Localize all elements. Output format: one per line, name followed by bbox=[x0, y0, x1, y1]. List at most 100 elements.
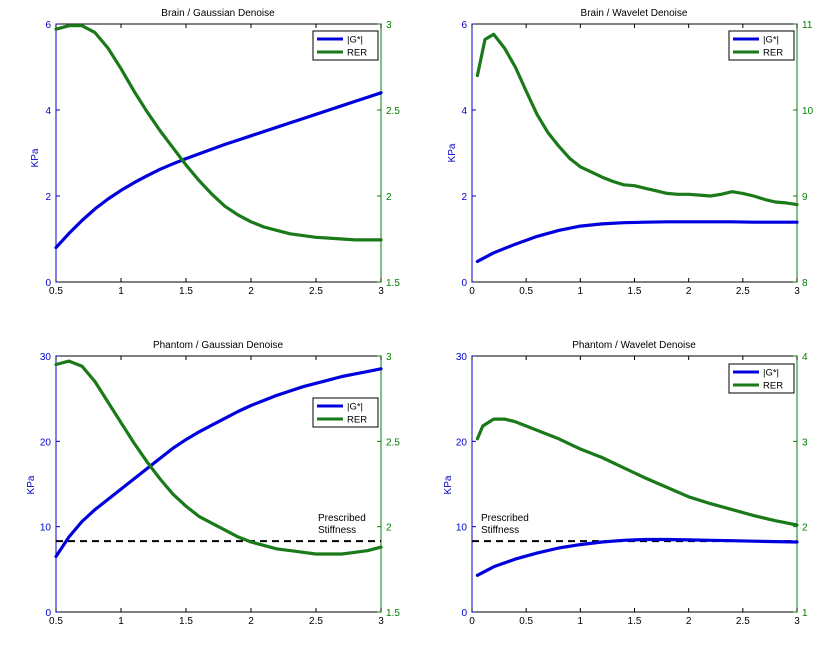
left-tick-label: 10 bbox=[456, 523, 468, 534]
legend-label-gstar: |G*| bbox=[347, 402, 363, 413]
left-tick-label: 2 bbox=[461, 192, 467, 203]
reference-label-line2: Stiffness bbox=[481, 525, 519, 536]
x-tick-label: 1.5 bbox=[179, 616, 193, 627]
right-tick-label: 3 bbox=[386, 352, 392, 363]
panel-brain-wavelet: Brain / Wavelet Denoise KPa 0 0.5 1 1.5 2 2.5… bbox=[447, 8, 814, 297]
x-tick-label: 1 bbox=[118, 616, 124, 627]
x-tick-label: 0 bbox=[469, 616, 475, 627]
legend-label-gstar: |G*| bbox=[347, 35, 363, 46]
left-axis-label: KPa bbox=[30, 148, 41, 167]
legend-label-gstar: |G*| bbox=[763, 35, 779, 46]
x-tick-label: 2.5 bbox=[736, 286, 750, 297]
x-tick-label: 1.5 bbox=[179, 286, 193, 297]
series-rer-line bbox=[54, 359, 383, 556]
legend: |G*| RER bbox=[728, 363, 795, 394]
left-tick-label: 6 bbox=[461, 20, 467, 31]
x-tick-label: 2 bbox=[248, 616, 254, 627]
x-tick-label: 0.5 bbox=[49, 616, 63, 627]
series-rer-line bbox=[54, 24, 383, 242]
x-tick-label: 2.5 bbox=[309, 616, 323, 627]
plot-frame bbox=[55, 23, 382, 283]
legend-box bbox=[312, 30, 379, 61]
left-tick-label: 4 bbox=[45, 106, 51, 117]
x-tick-label: 0 bbox=[469, 286, 475, 297]
x-tick-label: 0.5 bbox=[49, 286, 63, 297]
panel-title: Phantom / Gaussian Denoise bbox=[153, 340, 284, 351]
legend-box bbox=[312, 397, 379, 428]
legend-box bbox=[728, 363, 795, 394]
left-tick-label: 20 bbox=[456, 437, 468, 448]
right-tick-label: 2 bbox=[386, 523, 392, 534]
series-rer-line bbox=[475, 32, 799, 207]
legend-label-gstar: |G*| bbox=[763, 368, 779, 379]
x-tick-label: 1 bbox=[578, 616, 584, 627]
x-tick-label: 2 bbox=[686, 616, 692, 627]
series-rer-line bbox=[475, 417, 799, 527]
legend: |G*| RER bbox=[312, 30, 379, 61]
legend-box bbox=[728, 30, 795, 61]
legend-label-rer: RER bbox=[763, 48, 783, 59]
panel-phantom-gaussian: Phantom / Gaussian Denoise KPa Prescribe… bbox=[26, 340, 400, 627]
reference-label-line2: Stiffness bbox=[318, 525, 356, 536]
series-gstar-line bbox=[475, 220, 799, 263]
x-tick-label: 2 bbox=[686, 286, 692, 297]
right-tick-label: 2.5 bbox=[386, 437, 400, 448]
x-tick-label: 2 bbox=[248, 286, 254, 297]
plot-frame bbox=[471, 355, 798, 613]
left-tick-label: 6 bbox=[45, 20, 51, 31]
left-tick-label: 0 bbox=[461, 278, 467, 289]
legend-label-rer: RER bbox=[763, 381, 783, 392]
left-tick-label: 20 bbox=[40, 437, 52, 448]
x-tick-label: 0.5 bbox=[519, 286, 533, 297]
x-tick-label: 3 bbox=[794, 286, 800, 297]
panel-title: Brain / Gaussian Denoise bbox=[161, 8, 275, 19]
panel-phantom-wavelet: Phantom / Wavelet Denoise KPa Prescribed… bbox=[443, 340, 808, 627]
left-tick-label: 2 bbox=[45, 192, 51, 203]
legend: |G*| RER bbox=[728, 30, 795, 61]
left-tick-label: 0 bbox=[45, 608, 51, 619]
legend-label-rer: RER bbox=[347, 48, 367, 59]
x-tick-label: 2.5 bbox=[736, 616, 750, 627]
series-gstar-line bbox=[54, 367, 383, 559]
left-tick-label: 30 bbox=[456, 352, 468, 363]
left-axis-label: KPa bbox=[26, 475, 37, 494]
left-tick-label: 10 bbox=[40, 523, 52, 534]
right-tick-label: 3 bbox=[802, 437, 808, 448]
x-tick-label: 3 bbox=[378, 616, 384, 627]
x-tick-label: 1.5 bbox=[628, 616, 642, 627]
right-tick-label: 1.5 bbox=[386, 278, 400, 289]
right-tick-label: 2 bbox=[386, 192, 392, 203]
x-tick-label: 1 bbox=[118, 286, 124, 297]
right-tick-label: 9 bbox=[802, 192, 808, 203]
right-tick-label: 3 bbox=[386, 20, 392, 31]
left-tick-label: 0 bbox=[461, 608, 467, 619]
reference-label-line1: Prescribed bbox=[318, 513, 366, 524]
panel-title: Brain / Wavelet Denoise bbox=[581, 8, 688, 19]
left-tick-label: 4 bbox=[461, 106, 467, 117]
panel-title: Phantom / Wavelet Denoise bbox=[572, 340, 696, 351]
legend-label-rer: RER bbox=[347, 415, 367, 426]
x-tick-label: 1 bbox=[578, 286, 584, 297]
right-tick-label: 4 bbox=[802, 352, 808, 363]
left-tick-label: 0 bbox=[45, 278, 51, 289]
left-axis-label: KPa bbox=[447, 143, 458, 162]
panel-brain-gaussian: Brain / Gaussian Denoise KPa 0.5 1 1.5 2 2.5… bbox=[30, 8, 400, 297]
right-tick-label: 11 bbox=[802, 20, 813, 31]
x-tick-label: 1.5 bbox=[628, 286, 642, 297]
right-tick-label: 2 bbox=[802, 523, 808, 534]
left-axis-label: KPa bbox=[443, 475, 454, 494]
right-tick-label: 1 bbox=[802, 608, 808, 619]
x-tick-label: 0.5 bbox=[519, 616, 533, 627]
right-tick-label: 10 bbox=[802, 106, 814, 117]
left-tick-label: 30 bbox=[40, 352, 52, 363]
right-tick-label: 8 bbox=[802, 278, 808, 289]
series-gstar-line bbox=[475, 537, 799, 577]
legend: |G*| RER bbox=[312, 397, 379, 428]
right-tick-label: 1.5 bbox=[386, 608, 400, 619]
series-gstar-line bbox=[54, 91, 383, 250]
right-tick-label: 2.5 bbox=[386, 106, 400, 117]
x-tick-label: 3 bbox=[378, 286, 384, 297]
reference-label-line1: Prescribed bbox=[481, 513, 529, 524]
x-tick-label: 3 bbox=[794, 616, 800, 627]
